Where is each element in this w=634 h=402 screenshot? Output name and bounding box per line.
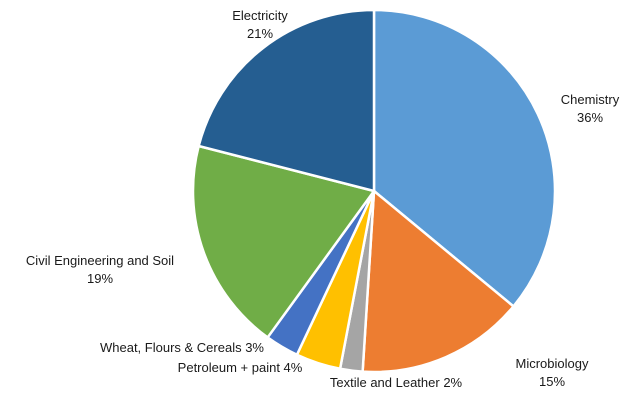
pie-slice-electricity — [197, 8, 376, 193]
pie-slices — [191, 8, 557, 374]
slice-value-chemistry: 36% — [577, 110, 603, 125]
pie-slice-civil-engineering — [191, 144, 376, 339]
slice-label-electricity: Electricity — [232, 8, 288, 23]
slice-label-civil-engineering: Civil Engineering and Soil — [26, 253, 174, 268]
pie-labels: Chemistry 36% Microbiology 15% Textile and L… — [26, 8, 620, 390]
slice-label-chemistry: Chemistry — [561, 92, 620, 107]
slice-label-microbiology: Microbiology — [516, 356, 589, 371]
slice-value-microbiology: 15% — [539, 374, 565, 389]
slice-label-petroleum-paint: Petroleum + paint 4% — [178, 360, 303, 375]
slice-label-wheat-flours: Wheat, Flours & Cereals 3% — [100, 340, 264, 355]
slice-value-electricity: 21% — [247, 26, 273, 41]
pie-slice-microbiology — [361, 189, 515, 374]
pie-slice-chemistry — [372, 8, 557, 308]
slice-label-textile-and: Textile and Leather 2% — [330, 375, 463, 390]
slice-value-civil-engineering: 19% — [87, 271, 113, 286]
